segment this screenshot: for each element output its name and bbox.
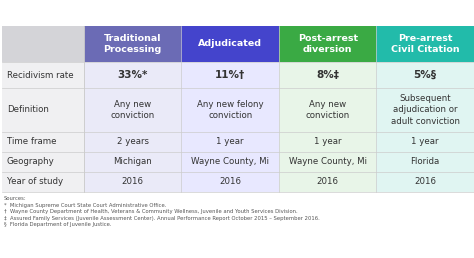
Bar (84, 132, 182, 152)
Bar (279, 26, 376, 62)
Bar (376, 152, 474, 172)
Bar (279, 152, 376, 172)
Text: Year of study: Year of study (7, 178, 63, 187)
Bar (376, 62, 474, 88)
Bar (84, 152, 182, 172)
Bar (2, 152, 84, 172)
Text: Wayne County, Mi: Wayne County, Mi (289, 157, 367, 166)
Text: 8%‡: 8%‡ (316, 70, 339, 80)
Text: Any new felony
conviction: Any new felony conviction (197, 100, 264, 120)
Text: 2016: 2016 (219, 178, 241, 187)
Text: Michigan: Michigan (113, 157, 152, 166)
Text: 33%*: 33%* (118, 70, 148, 80)
Bar (2, 132, 84, 152)
Text: Subsequent
adjudication or
adult conviction: Subsequent adjudication or adult convict… (391, 94, 460, 126)
Bar (279, 172, 376, 192)
Bar (2, 172, 84, 192)
Text: 1 year: 1 year (411, 138, 439, 147)
Bar (182, 62, 279, 88)
Text: Sources:
*  Michigan Supreme Court State Court Administrative Office.
†  Wayne C: Sources: * Michigan Supreme Court State … (4, 196, 320, 227)
Bar (84, 88, 182, 132)
Text: 2016: 2016 (122, 178, 144, 187)
Bar (2, 26, 84, 62)
Text: Adjudicated: Adjudicated (198, 39, 262, 49)
Text: 2 years: 2 years (117, 138, 149, 147)
Bar (376, 88, 474, 132)
Text: 1 year: 1 year (314, 138, 341, 147)
Text: Definition: Definition (7, 106, 49, 115)
Bar (279, 132, 376, 152)
Bar (279, 62, 376, 88)
Text: Time frame: Time frame (7, 138, 56, 147)
Bar (84, 62, 182, 88)
Bar (182, 132, 279, 152)
Bar (182, 26, 279, 62)
Text: Florida: Florida (410, 157, 440, 166)
Bar (376, 132, 474, 152)
Text: Wayne County, Mi: Wayne County, Mi (191, 157, 269, 166)
Bar (279, 88, 376, 132)
Text: Any new
conviction: Any new conviction (110, 100, 155, 120)
Text: 2016: 2016 (317, 178, 339, 187)
Text: Any new
conviction: Any new conviction (306, 100, 350, 120)
Text: Geography: Geography (7, 157, 55, 166)
Bar (84, 26, 182, 62)
Bar (182, 152, 279, 172)
Bar (182, 172, 279, 192)
Text: 2016: 2016 (414, 178, 436, 187)
Bar (2, 62, 84, 88)
Text: 11%†: 11%† (215, 70, 246, 80)
Text: Recidivism rate: Recidivism rate (7, 70, 73, 79)
Bar (376, 26, 474, 62)
Bar (182, 88, 279, 132)
Text: Pre-arrest
Civil Citation: Pre-arrest Civil Citation (391, 34, 460, 54)
Bar (376, 172, 474, 192)
Text: 5%§: 5%§ (414, 70, 437, 80)
Bar (84, 172, 182, 192)
Text: Post-arrest
diversion: Post-arrest diversion (298, 34, 358, 54)
Text: 1 year: 1 year (217, 138, 244, 147)
Bar (2, 88, 84, 132)
Text: Traditional
Processing: Traditional Processing (104, 34, 162, 54)
